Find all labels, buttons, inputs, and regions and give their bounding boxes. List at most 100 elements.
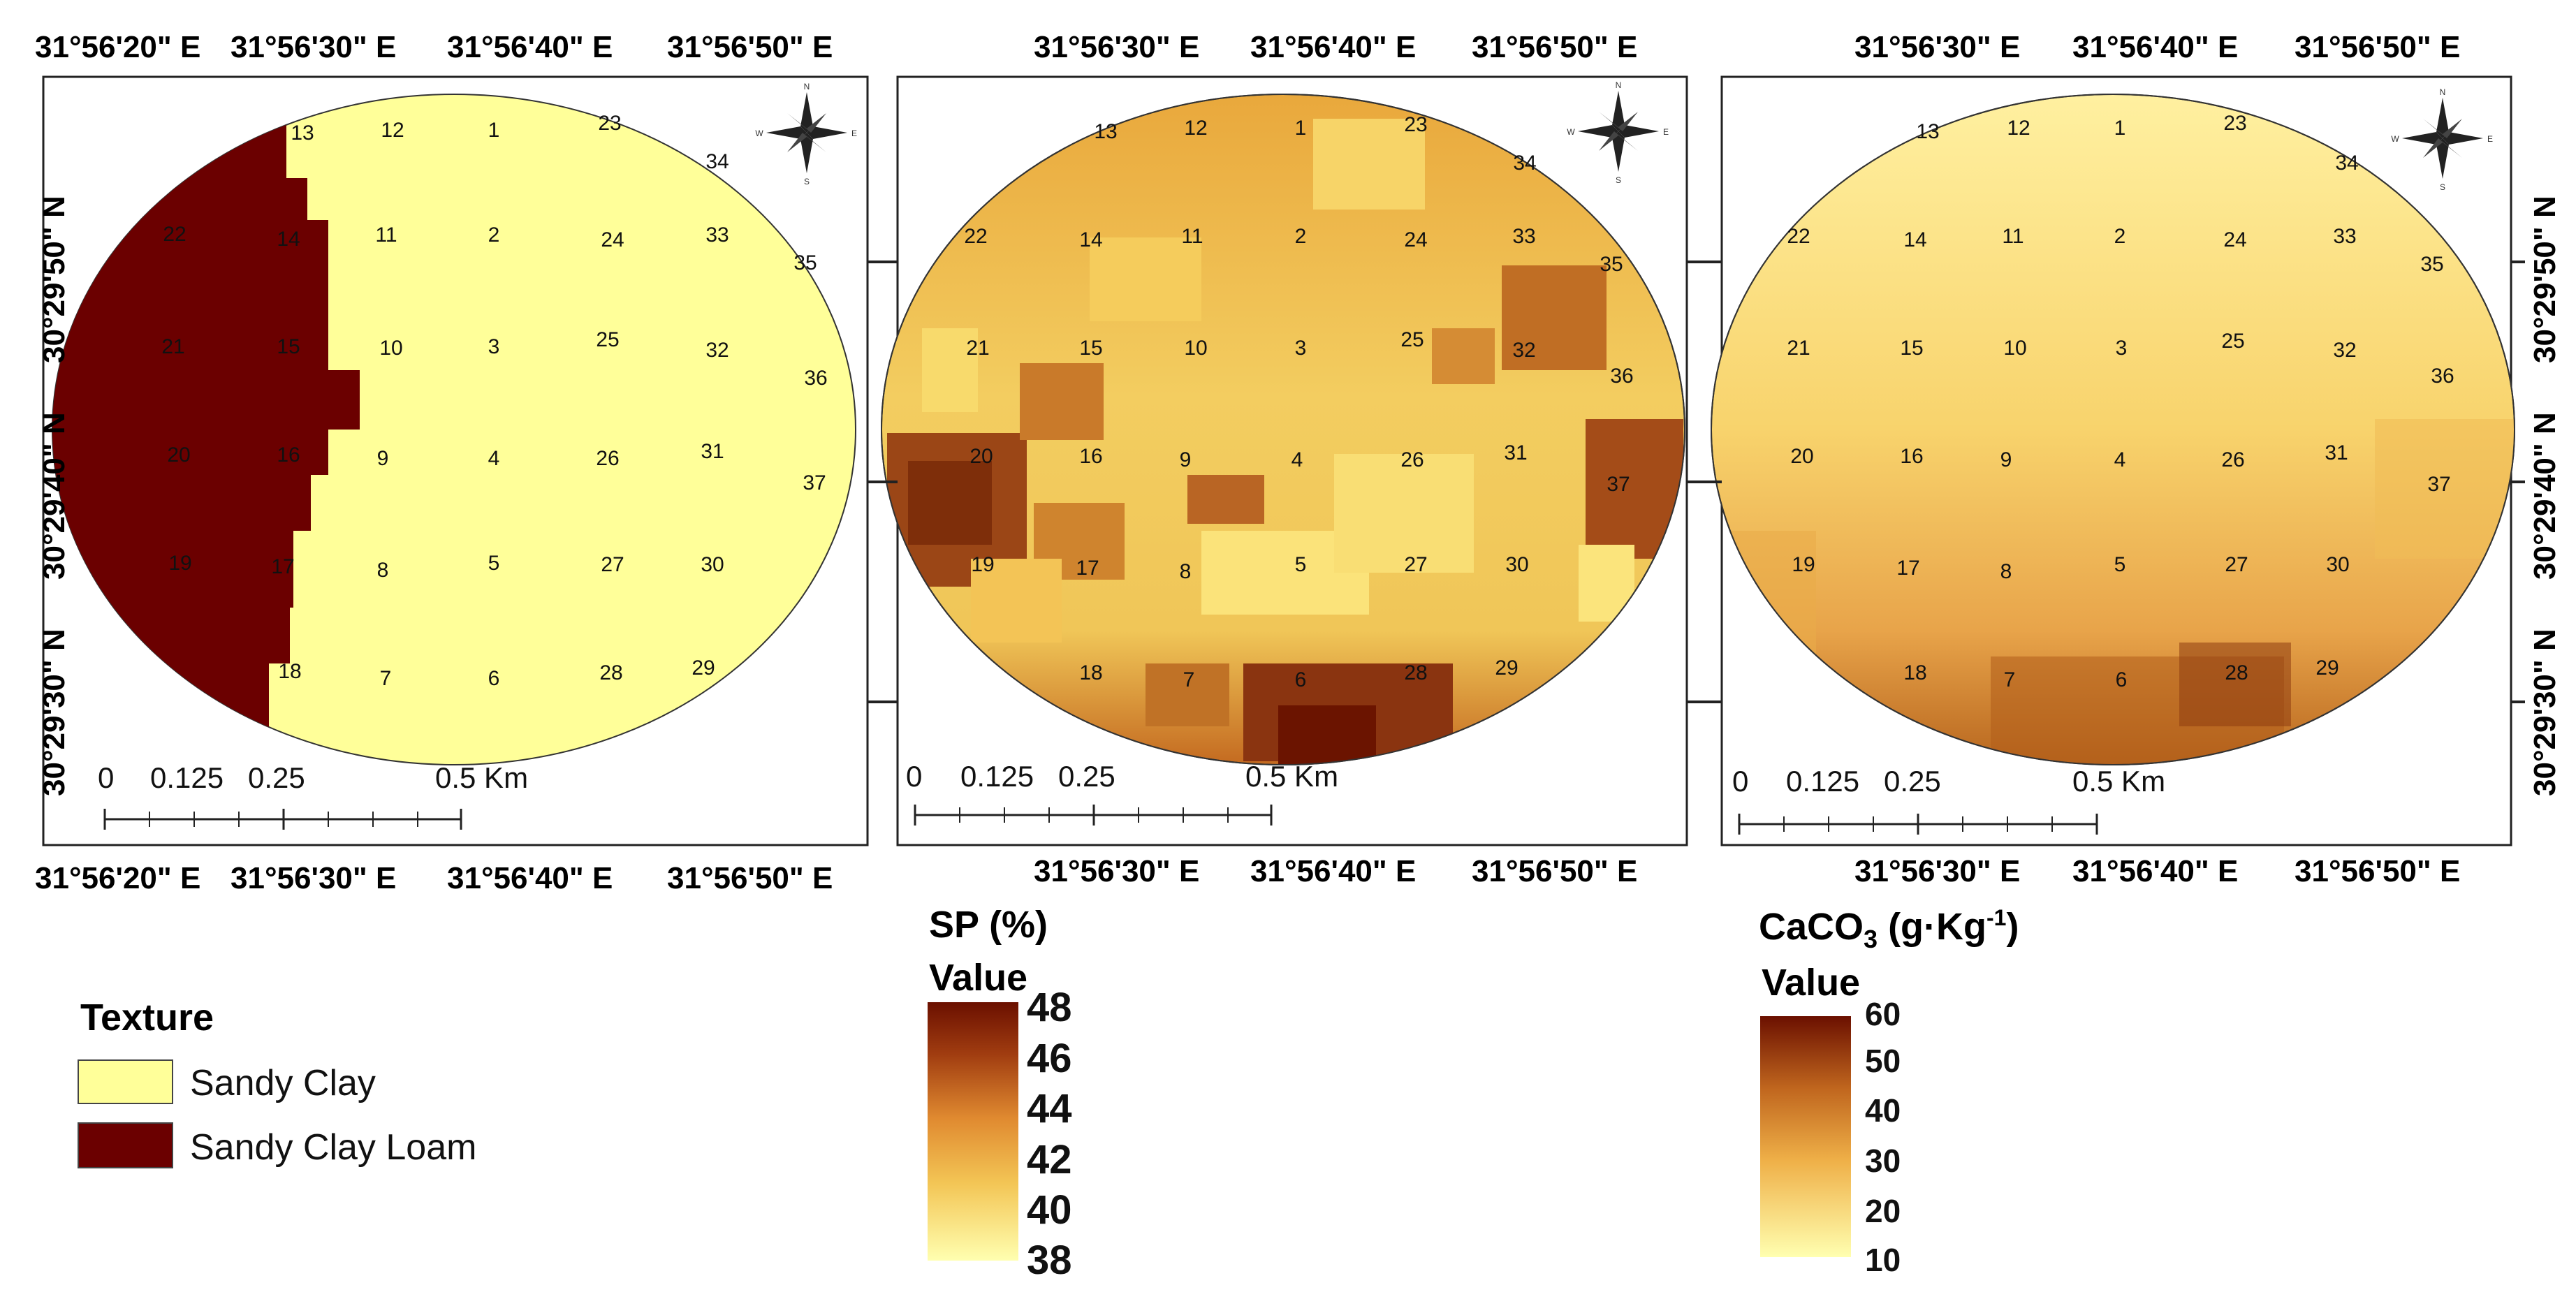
point-label: 32 [1512,339,1535,362]
legend-caco3-tick: 30 [1865,1143,1901,1179]
lon-label: 31°56'20" E [35,861,200,895]
point-label: 9 [377,447,389,470]
map2-point-labels: 13 12 1 23 34 22 14 11 2 24 33 35 21 15 … [964,113,1633,691]
compass-s-label: S [2440,182,2445,192]
lon-label: 31°56'50" E [2295,30,2460,64]
point-label: 7 [1183,668,1195,691]
map3-bottom-lon-labels: 31°56'30" E 31°56'40" E 31°56'50" E [1854,854,2460,888]
legend-caco3-title-sub: 3 [1864,925,1878,953]
point-label: 7 [380,667,392,690]
point-label: 25 [2221,330,2244,353]
point-label: 15 [277,335,300,358]
compass-n-label: N [1616,80,1622,90]
point-label: 19 [1792,553,1815,576]
scale-label: 0.125 [150,761,224,794]
point-label: 27 [2225,553,2248,576]
compass-e-label: E [1663,127,1669,137]
lon-label: 31°56'40" E [447,861,613,895]
point-label: 32 [705,339,729,362]
map2-scale-bar: 0 0.125 0.25 0.5 Km [906,760,1338,826]
point-label: 36 [2431,365,2454,388]
point-label: 20 [1790,445,1813,468]
point-label: 26 [2221,448,2244,471]
map2-top-lon-labels: 31°56'30" E 31°56'40" E 31°56'50" E [1034,30,1637,64]
point-label: 22 [1787,225,1810,248]
point-label: 13 [1094,120,1117,143]
legend-swatch-sandy-clay-loam [78,1122,173,1168]
compass-n-label: N [2440,87,2446,97]
legend-caco3-color-ramp [1760,1016,1851,1257]
map1-point-labels: 13 12 1 23 34 22 14 11 2 24 33 35 21 15 … [161,112,827,690]
point-label: 2 [488,223,500,247]
compass-e-label: E [851,129,857,138]
point-label: 6 [488,667,500,690]
point-label: 15 [1079,337,1102,360]
point-label: 24 [2223,228,2246,251]
map2-sp [881,94,1685,765]
point-label: 11 [2002,225,2024,248]
legend-sp-tick: 42 [1027,1137,1072,1182]
lon-label: 31°56'30" E [1034,854,1199,888]
legend-caco3-tick: 40 [1865,1092,1901,1129]
lon-label: 31°56'50" E [667,861,833,895]
legend-caco3-tick: 10 [1865,1242,1901,1278]
point-label: 22 [964,225,987,248]
point-label: 5 [488,552,500,575]
legend-caco3-title-main: CaCO [1759,906,1864,948]
legend-caco3-tick: 60 [1865,996,1901,1032]
scale-label: 0 [1732,765,1748,798]
legend-caco3-tick: 20 [1865,1193,1901,1229]
point-label: 23 [1404,113,1427,136]
legend-item-label: Sandy Clay [190,1063,376,1103]
scale-label: 0.125 [1786,765,1859,798]
point-label: 29 [691,656,715,680]
map1-scale-bar: 0 0.125 0.25 0.5 Km [98,761,528,830]
north-arrow-icon: N S E W [1567,80,1669,185]
legend-item-label: Sandy Clay Loam [190,1127,476,1168]
north-arrow-icon: N S E W [2391,87,2493,192]
legend-sp-tick: 40 [1027,1187,1072,1233]
point-label: 37 [1607,473,1630,496]
north-arrow-icon: N S E W [755,82,857,186]
legend-caco3-title-sup: -1 [1986,905,2006,930]
point-label: 16 [1079,445,1102,468]
lon-label: 31°56'40" E [2072,30,2238,64]
point-label: 5 [1295,553,1307,576]
lon-label: 31°56'40" E [447,30,613,64]
scale-label: 0 [98,761,114,794]
scale-label: 0.25 [248,761,305,794]
legend-sp-tick: 44 [1027,1086,1072,1131]
scale-label: 0.25 [1884,765,1941,798]
point-label: 23 [598,112,621,135]
point-label: 11 [375,223,397,247]
point-label: 3 [1295,337,1307,360]
map1-texture [52,94,856,765]
compass-e-label: E [2487,134,2493,144]
point-label: 6 [2116,668,2128,691]
legend-sp: SP (%) Value 48 46 44 42 40 38 [928,904,1072,1283]
point-label: 20 [167,443,190,467]
point-label: 35 [793,251,817,274]
lat-label: 30°29'40" N [37,412,71,580]
lon-label: 31°56'50" E [1472,30,1637,64]
point-label: 4 [2114,448,2126,471]
compass-w-label: W [755,129,763,138]
compass-s-label: S [804,177,810,186]
point-label: 29 [2315,656,2339,680]
point-label: 22 [163,223,186,246]
point-label: 17 [271,555,294,578]
point-label: 3 [2116,337,2128,360]
point-label: 33 [2333,225,2356,248]
legend-texture: Texture Sandy Clay Sandy Clay Loam [78,997,476,1168]
map3-point-labels: 13 12 1 23 34 22 14 11 2 24 33 35 21 15 … [1787,112,2454,691]
point-label: 27 [1404,553,1427,576]
point-label: 19 [168,552,191,575]
lat-label: 30°29'30" N [2528,629,2562,796]
lat-label: 30°29'40" N [2528,412,2562,580]
point-label: 18 [1079,661,1102,684]
map1-top-lon-labels: 31°56'20" E 31°56'30" E 31°56'40" E 31°5… [35,30,833,64]
point-label: 15 [1900,337,1923,360]
compass-w-label: W [2391,134,2399,144]
map3-scale-bar: 0 0.125 0.25 0.5 Km [1732,765,2165,835]
lon-label: 31°56'30" E [1854,854,2020,888]
